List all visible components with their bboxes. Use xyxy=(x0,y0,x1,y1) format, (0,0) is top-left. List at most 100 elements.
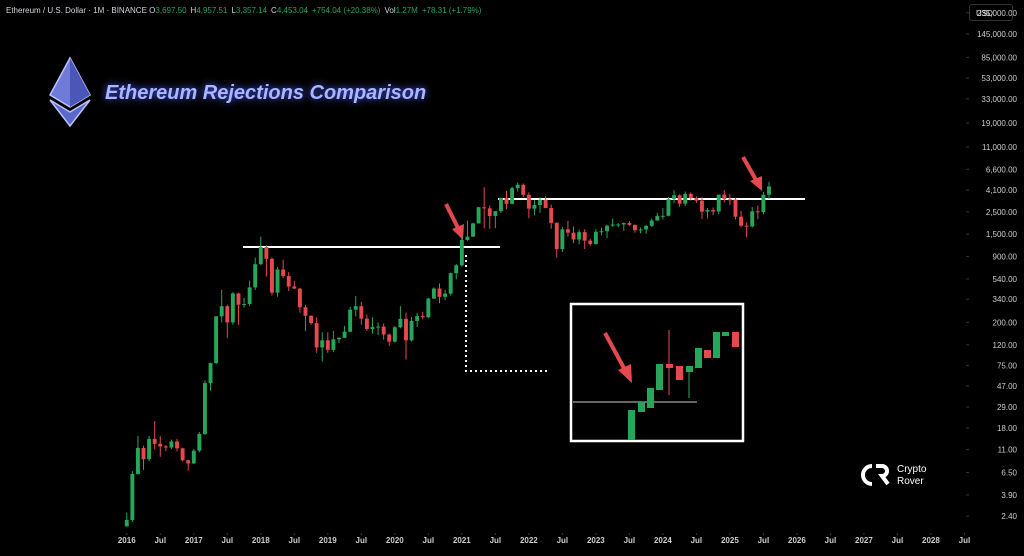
x-tick-label: 2025 xyxy=(721,536,739,545)
currency-button[interactable]: USD xyxy=(969,4,1013,21)
y-tick-label: 33,000.00 xyxy=(981,95,1017,104)
candle-body xyxy=(532,205,537,209)
candle-body xyxy=(370,327,375,330)
y-tick-label: 145,000.00 xyxy=(977,30,1018,39)
candle-body xyxy=(571,232,576,240)
candle-body xyxy=(225,306,230,323)
candle-body xyxy=(381,326,386,335)
candle-body xyxy=(437,288,442,297)
y-tick-label: 29.00 xyxy=(997,403,1018,412)
y-tick-label: 2,500.00 xyxy=(986,208,1018,217)
x-tick-label: Jul xyxy=(624,536,636,545)
symbol-header: Ethereum / U.S. Dollar · 1M · BINANCE O3… xyxy=(6,6,485,15)
candle-body xyxy=(498,197,503,212)
candle-body xyxy=(705,210,710,212)
x-tick-label: Jul xyxy=(557,536,569,545)
candle-body xyxy=(219,306,224,317)
candle-body xyxy=(599,231,604,233)
y-tick-label: 1,500.00 xyxy=(986,230,1018,239)
candle-body xyxy=(426,298,431,318)
candle-body xyxy=(616,224,621,226)
eth-logo xyxy=(48,56,92,128)
candle-body xyxy=(744,225,749,227)
candle-body xyxy=(577,232,582,240)
y-tick-label: 340.00 xyxy=(993,295,1018,304)
candle-body xyxy=(420,316,425,318)
candle-body xyxy=(152,438,157,444)
field-label: C xyxy=(271,6,277,15)
candle-body xyxy=(465,236,470,240)
symbol: Ethereum / U.S. Dollar · 1M · BINANCE xyxy=(6,6,147,15)
candle-body xyxy=(655,215,660,221)
x-tick-label: Jul xyxy=(825,536,837,545)
y-tick-label: 2.40 xyxy=(1001,512,1017,521)
field-label: L xyxy=(231,6,236,15)
candle-body xyxy=(716,194,721,212)
x-tick-label: Jul xyxy=(691,536,703,545)
candle-body xyxy=(258,247,263,265)
candle-body xyxy=(135,447,140,474)
candle-body xyxy=(404,318,408,341)
candle-body xyxy=(733,199,738,217)
x-tick-label: 2016 xyxy=(118,536,136,545)
volume-change: +78.31 (+1.79%) xyxy=(421,6,482,15)
candle-body xyxy=(649,220,654,226)
field-label: H xyxy=(190,6,197,15)
candle-body xyxy=(230,293,235,323)
y-tick-label: 11,000.00 xyxy=(982,143,1018,152)
candle-body xyxy=(476,207,481,224)
candle-body xyxy=(392,327,397,342)
y-tick-label: 540.00 xyxy=(993,275,1018,284)
candle-body xyxy=(320,340,325,348)
candle-body xyxy=(593,231,598,245)
candle-body xyxy=(158,443,163,447)
field-value: 3,697.50 xyxy=(155,6,187,15)
candle-body xyxy=(141,447,146,460)
x-tick-label: Jul xyxy=(758,536,770,545)
candle-body xyxy=(543,199,548,209)
candle-body xyxy=(761,194,766,213)
candle-body xyxy=(521,184,526,195)
candle-body xyxy=(621,223,626,225)
candle-body xyxy=(242,303,246,305)
y-tick-label: 11.00 xyxy=(998,445,1018,454)
y-tick-label: 4,100.00 xyxy=(986,186,1018,195)
candle-body xyxy=(264,247,269,259)
candle-body xyxy=(387,334,392,342)
candle-body xyxy=(443,293,448,297)
candle-body xyxy=(560,229,565,250)
candle-body xyxy=(448,273,453,294)
candle-body xyxy=(247,287,252,304)
candle-body xyxy=(253,264,258,288)
candle-body xyxy=(610,224,615,226)
candle-body xyxy=(672,195,677,200)
x-tick-label: Jul xyxy=(222,536,234,545)
field-value: 4,957.51 xyxy=(196,6,228,15)
y-tick-label: 900.00 xyxy=(993,253,1018,262)
volume-label: Vol xyxy=(384,6,396,15)
candle-body xyxy=(314,323,319,348)
candle-body xyxy=(554,222,559,250)
x-tick-label: 2018 xyxy=(252,536,270,545)
candle-body xyxy=(191,450,196,464)
candle-body xyxy=(415,316,420,321)
x-tick-label: 2019 xyxy=(319,536,337,545)
candle-body xyxy=(504,197,509,204)
candle-body xyxy=(565,229,570,233)
candle-body xyxy=(633,224,637,231)
candle-body xyxy=(297,288,302,308)
x-tick-label: 2026 xyxy=(788,536,806,545)
y-tick-label: 18.00 xyxy=(997,424,1018,433)
y-tick-label: 235,000.00 xyxy=(977,9,1018,18)
candle-body xyxy=(163,446,168,448)
chart-title: Ethereum Rejections Comparison xyxy=(105,82,426,104)
candle-body xyxy=(431,288,436,299)
candle-body xyxy=(309,315,314,324)
y-tick-label: 120.00 xyxy=(993,341,1018,350)
field-value: 4,453.04 xyxy=(276,6,308,15)
x-tick-label: 2017 xyxy=(185,536,203,545)
candle-body xyxy=(130,473,135,520)
candle-body xyxy=(175,441,179,449)
candle-body xyxy=(409,320,414,341)
